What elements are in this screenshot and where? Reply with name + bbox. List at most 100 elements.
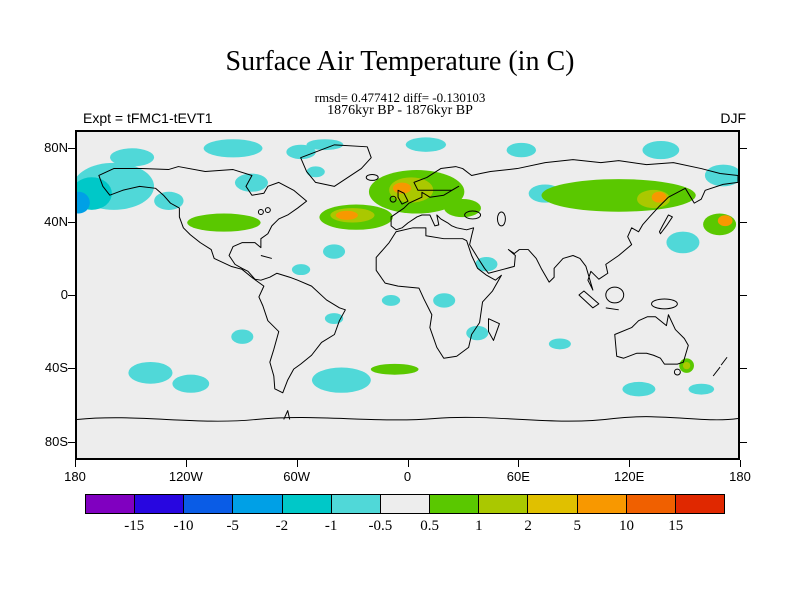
colorbar-cell [282, 495, 332, 513]
anomaly-region [306, 166, 325, 178]
period-line: 1876kyr BP - 1876kyr BP [327, 103, 473, 118]
map-svg [77, 132, 738, 458]
axis-tick [740, 148, 747, 150]
anomaly-region [682, 361, 691, 370]
anomaly-region [77, 191, 90, 214]
anomaly-region [370, 363, 419, 375]
anomaly-region [666, 231, 700, 254]
anomaly-region [392, 182, 412, 194]
anomaly-region [405, 137, 447, 152]
lon-tick-label: 180 [729, 469, 751, 484]
coastline-australia [614, 314, 689, 365]
anomaly-region [234, 173, 268, 192]
lon-tick-label: 120E [613, 469, 645, 484]
anomaly-region [324, 313, 344, 324]
colorbar-tick-label: -15 [124, 518, 145, 534]
coastline-greenland [300, 144, 372, 187]
colorbar-cell [233, 495, 283, 513]
colorbar-tick-label: 10 [619, 518, 635, 534]
caspian-sea [496, 211, 506, 227]
colorbar-cell [479, 495, 529, 513]
anomaly-region [203, 139, 263, 158]
coastline-antarctica [77, 410, 738, 422]
colorbar-tick-label: -0.5 [368, 518, 393, 534]
anomaly-region [128, 361, 173, 384]
anomaly-region [651, 191, 667, 203]
coastline-tasmania [673, 368, 681, 376]
axis-tick [75, 460, 76, 467]
anomaly-region [172, 374, 210, 393]
axis-tick [740, 460, 741, 467]
anomaly-region [110, 148, 155, 167]
colorbar-cell [86, 495, 136, 513]
colorbar-cell [135, 495, 185, 513]
colorbar-cell [675, 495, 725, 513]
lon-tick-label: 120W [168, 469, 203, 484]
lat-tick-label: 0 [60, 287, 68, 302]
colorbar-cell [430, 495, 480, 513]
coastline-iceland [365, 173, 379, 181]
experiment-label: Expt = tFMC1-tEVT1 [83, 110, 213, 126]
axis-tick [68, 221, 75, 223]
colorbar-labels: -15 -10 -5 -2 -1 -0.5 0.5 1 2 5 10 15 [85, 518, 725, 536]
axis-tick [629, 460, 631, 467]
anomaly-region [506, 142, 537, 158]
colorbar-tick-label: -10 [173, 518, 194, 534]
axis-tick [68, 148, 75, 150]
coastline-africa [375, 227, 502, 359]
coastline-americas [98, 166, 346, 394]
colorbar-cell [380, 495, 431, 513]
anomaly-region [231, 329, 254, 344]
anomaly-region [433, 293, 456, 308]
coastline-layer [77, 144, 738, 422]
colorbar-tick-label: 5 [573, 518, 582, 534]
coastline-britain [397, 189, 409, 205]
anomaly-region [704, 164, 738, 187]
lon-tick-label: 60W [283, 469, 311, 484]
anomaly-region [335, 210, 358, 220]
axis-tick [185, 460, 187, 467]
anomaly-region [381, 295, 401, 306]
anomaly-layer [77, 137, 738, 397]
colorbar-tick-label: 2 [524, 518, 532, 534]
lat-tick-label: 80S [44, 433, 68, 449]
lon-tick-label: 60E [506, 469, 530, 484]
colorbar-tick-label: -1 [324, 518, 338, 534]
coastline-japan [658, 214, 673, 235]
colorbar-tick-label: -2 [275, 518, 289, 534]
season-label: DJF [720, 110, 746, 126]
anomaly-region [466, 325, 489, 341]
coastline-new-zealand [712, 356, 728, 377]
great-lake [257, 209, 264, 215]
great-lake [264, 207, 271, 214]
coastline-borneo [605, 286, 625, 304]
lon-tick-label: 0 [403, 469, 412, 484]
anomaly-region [717, 215, 733, 227]
coastline-cuba [260, 255, 272, 259]
axis-tick [68, 295, 75, 296]
lat-tick-label: 40N [44, 213, 68, 229]
colorbar [85, 494, 725, 514]
axis-tick [740, 368, 747, 370]
colorbar-cell [184, 495, 234, 513]
anomaly-region [703, 213, 737, 236]
axis-tick [740, 221, 747, 223]
axis-tick [296, 460, 298, 467]
anomaly-region [187, 213, 261, 232]
colorbar-cell [331, 495, 381, 513]
anomaly-region [286, 144, 316, 160]
coastline-new-guinea [651, 298, 678, 310]
colorbar-tick-label: 1 [475, 518, 483, 534]
anomaly-region [688, 383, 715, 395]
anomaly-region [311, 367, 371, 393]
stats-line: rmsd= 0.477412 diff= -0.130103 [314, 90, 486, 105]
black-sea [464, 210, 482, 220]
lon-tick-label: 180 [64, 469, 86, 484]
axis-tick [740, 441, 747, 443]
colorbar-tick-label: 0.5 [420, 518, 439, 534]
chart-title: Surface Air Temperature (in C) [225, 46, 575, 77]
coastline-java [605, 307, 619, 311]
coastline-ireland [389, 195, 397, 203]
colorbar-cell [528, 495, 578, 513]
